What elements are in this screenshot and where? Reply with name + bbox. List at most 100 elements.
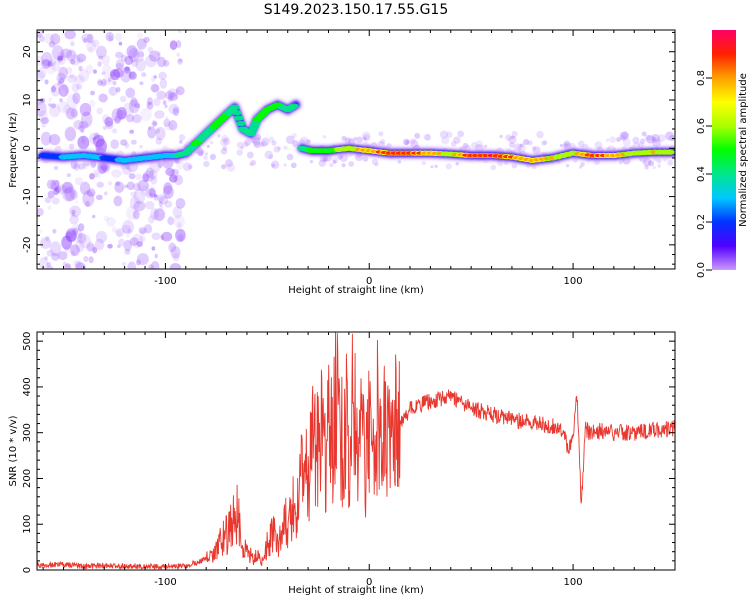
heatmap-noise-blob bbox=[151, 84, 159, 94]
heatmap-noise-blob bbox=[115, 228, 125, 237]
heatmap-noise-blob bbox=[127, 228, 133, 234]
heatmap-noise-blob bbox=[226, 163, 236, 172]
heatmap-noise-blob bbox=[616, 137, 621, 142]
heatmap-noise-blob bbox=[159, 205, 164, 210]
heatmap-noise-blob bbox=[130, 139, 137, 145]
heatmap-noise-blob bbox=[153, 195, 159, 201]
heatmap-noise-blob bbox=[103, 215, 110, 221]
heatmap-noise-blob bbox=[578, 140, 585, 148]
heatmap-noise-blob bbox=[70, 54, 81, 66]
heatmap-noise-blob bbox=[115, 86, 121, 93]
heatmap-noise-blob bbox=[54, 179, 60, 187]
heatmap-noise-blob bbox=[163, 59, 170, 67]
heatmap-noise-blob bbox=[71, 224, 80, 234]
heatmap-noise-blob bbox=[102, 125, 107, 131]
heatmap-noise-blob bbox=[361, 131, 371, 141]
colorbar-axes: 0.0 0.2 0.4 0.6 0.8 bbox=[696, 70, 712, 278]
heatmap-noise-blob bbox=[648, 160, 655, 167]
heatmap-noise-blob bbox=[168, 120, 178, 131]
heatmap-noise-blob bbox=[173, 214, 185, 228]
heatmap-noise-blob bbox=[225, 159, 233, 168]
heatmap-noise-blob bbox=[291, 133, 297, 139]
heatmap-ridge-cell bbox=[235, 120, 246, 127]
heatmap-noise-blob bbox=[446, 131, 453, 138]
heatmap-noise-blob bbox=[88, 99, 96, 107]
heatmap-noise-blob bbox=[122, 102, 134, 117]
heatmap-noise-blob bbox=[44, 79, 49, 85]
heatmap-noise-blob bbox=[151, 119, 157, 128]
heatmap-noise-blob bbox=[148, 50, 161, 62]
heatmap-noise-blob bbox=[111, 108, 124, 122]
heatmap-noise-blob bbox=[89, 132, 100, 145]
heatmap-noise-blob bbox=[253, 140, 261, 149]
heatmap-noise-blob bbox=[104, 116, 114, 127]
heatmap-noise-blob bbox=[168, 92, 179, 101]
heatmap-noise-blob bbox=[667, 159, 674, 166]
heatmap-noise-blob bbox=[158, 201, 163, 207]
heatmap-noise-blob bbox=[271, 140, 277, 146]
heatmap-noise-blob bbox=[86, 241, 95, 252]
heatmap-noise-blob bbox=[270, 160, 280, 170]
heatmap-noise-blob bbox=[93, 69, 97, 74]
heatmap-noise-blob bbox=[103, 73, 115, 86]
heatmap-noise-blob bbox=[57, 81, 62, 86]
heatmap-noise-blob bbox=[66, 107, 77, 120]
heatmap-noise-blob bbox=[78, 233, 83, 239]
heatmap-noise-blob bbox=[138, 226, 147, 234]
heatmap-noise-blob bbox=[155, 128, 161, 134]
snr-axes: -100 0 100 0 100 200 300 400 500 bbox=[22, 332, 676, 588]
heatmap-noise-blob bbox=[657, 163, 662, 168]
colorbar: 0.0 0.2 0.4 0.6 0.8 Normalized spectral ampl… bbox=[696, 30, 749, 278]
heatmap-noise-blob bbox=[68, 143, 75, 150]
heatmap-noise-blob bbox=[172, 206, 183, 219]
heatmap-noise-blob bbox=[532, 146, 541, 155]
heatmap-noise-blob bbox=[102, 114, 110, 125]
heatmap-noise-blob bbox=[114, 32, 123, 42]
heatmap-noise-blob bbox=[127, 261, 137, 269]
heatmap-noise-blob bbox=[89, 172, 95, 180]
heatmap-noise-blob bbox=[38, 257, 49, 269]
heatmap-noise-blob bbox=[75, 240, 85, 253]
snr-y-tick-label: 200 bbox=[22, 469, 33, 488]
heatmap-noise-blob bbox=[259, 142, 265, 148]
heatmap-noise-blob bbox=[169, 40, 178, 51]
heatmap-noise-blob bbox=[37, 55, 45, 66]
heatmap-noise-blob bbox=[124, 55, 134, 66]
heatmap-noise-blob bbox=[77, 163, 86, 170]
heatmap-noise-blob bbox=[222, 137, 231, 146]
heatmap-noise-blob bbox=[69, 214, 79, 225]
heatmap-noise-blob bbox=[63, 263, 72, 269]
colorbar-tick-label: 0.4 bbox=[696, 166, 707, 182]
heatmap-noise-blob bbox=[157, 56, 167, 68]
heatmap-noise-blob bbox=[142, 173, 150, 182]
heatmap-noise-blob bbox=[107, 243, 113, 249]
heatmap-noise-blob bbox=[125, 114, 135, 123]
heatmap-noise-blob bbox=[37, 31, 42, 38]
heatmap-noise-blob bbox=[410, 138, 416, 144]
heatmap-noise-blob bbox=[116, 107, 127, 120]
heatmap-frame bbox=[36, 29, 676, 270]
heatmap-x-axis-label: Height of straight line (km) bbox=[288, 285, 424, 296]
heatmap-noise-blob bbox=[52, 228, 57, 234]
heatmap-noise-blob bbox=[123, 239, 132, 252]
heatmap-noise-blob bbox=[85, 64, 94, 75]
heatmap-noise-blob bbox=[61, 83, 67, 90]
heatmap-noise-blob bbox=[168, 242, 177, 253]
heatmap-noise-blob bbox=[244, 139, 251, 146]
heatmap-noise-blob bbox=[651, 133, 660, 143]
heatmap-noise-blob bbox=[260, 140, 268, 147]
heatmap-noise-blob bbox=[51, 252, 60, 261]
heatmap-noise-blob bbox=[50, 103, 56, 109]
heatmap-noise-blob bbox=[353, 136, 358, 141]
heatmap-noise-blob bbox=[123, 66, 131, 74]
heatmap-noise-blob bbox=[156, 90, 167, 100]
heatmap-noise-blob bbox=[76, 53, 87, 63]
heatmap-noise-blob bbox=[93, 132, 100, 139]
heatmap-noise-blob bbox=[115, 181, 121, 186]
heatmap-y-tick-label: 10 bbox=[22, 94, 33, 107]
heatmap-noise-blob bbox=[58, 84, 69, 97]
heatmap-noise-blob bbox=[74, 260, 83, 269]
heatmap-noise-blob bbox=[236, 141, 244, 149]
heatmap-noise-blob bbox=[64, 58, 68, 61]
heatmap-noise-blob bbox=[82, 162, 89, 170]
